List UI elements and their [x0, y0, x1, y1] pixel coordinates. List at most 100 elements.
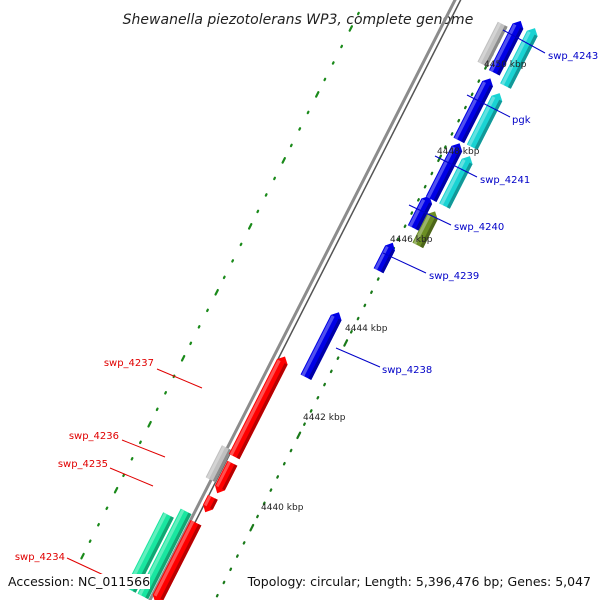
scale-tick: [249, 523, 255, 532]
scale-label: 4442 kbp: [303, 413, 346, 423]
gene-arrow: [205, 445, 232, 483]
gene-highlight: [215, 461, 231, 488]
gene-callout: swp_4239: [382, 252, 479, 282]
gene-shade: [380, 249, 395, 274]
gene-arrow: [439, 156, 473, 209]
backbone-inner: [154, 0, 462, 600]
callout-line: [109, 467, 154, 487]
scale-tick: [450, 132, 454, 136]
gene-shade: [236, 363, 288, 460]
gene-arrow: [203, 494, 218, 513]
callout-line: [434, 155, 478, 178]
scale-tick: [229, 567, 233, 572]
gene-arrow: [125, 512, 174, 593]
gc-dot: [222, 275, 226, 280]
gc-dot: [298, 127, 302, 131]
scale-tick: [269, 488, 273, 492]
gene-shade: [420, 217, 438, 249]
gene-shade: [446, 162, 473, 209]
accession-label: Accession: NC_011566: [8, 574, 151, 589]
scale-tick: [309, 409, 313, 413]
gene-callout: swp_4236: [69, 431, 166, 458]
gene-arrow: [152, 520, 202, 600]
callout-line: [466, 94, 511, 118]
gc-dot: [105, 506, 109, 511]
gene-highlight: [153, 520, 195, 597]
callout-line: [335, 347, 381, 368]
gc-dot: [164, 391, 168, 395]
gene-shade: [433, 149, 463, 202]
gene-shade: [308, 318, 342, 380]
gene-highlight: [489, 23, 517, 72]
backbone-outer: [148, 0, 457, 600]
gc-dot: [306, 110, 310, 115]
map-title: Shewanella piezotolerans WP3, complete g…: [123, 12, 474, 28]
gc-dot: [323, 77, 327, 82]
scale-tick: [296, 431, 302, 440]
gene-label: swp_4235: [58, 459, 108, 470]
gene-callout: swp_4243: [502, 29, 598, 62]
gene-callout: swp_4241: [434, 155, 530, 186]
topology-label: Topology: circular; Length: 5,396,476 bp…: [247, 574, 591, 589]
scale-tick: [336, 356, 340, 360]
gc-dot: [331, 61, 335, 65]
gc-dot: [197, 325, 201, 329]
gene-highlight: [440, 159, 466, 206]
gene-label: swp_4236: [69, 431, 119, 442]
callout-line: [408, 204, 452, 226]
gene-label: swp_4243: [548, 51, 598, 62]
scale-tick: [443, 145, 447, 149]
gene-shade: [145, 512, 192, 600]
gene-highlight: [501, 31, 531, 86]
gc-dot: [155, 407, 159, 412]
gc-dot: [122, 473, 126, 478]
gc-dot: [147, 420, 152, 428]
gc-dot: [281, 157, 286, 164]
gene-track: [125, 20, 538, 600]
gene-label: swp_4239: [429, 271, 479, 282]
scale-tick: [417, 198, 420, 202]
scale-tick: [457, 118, 461, 123]
gc-dot: [289, 143, 293, 148]
gc-dot: [356, 11, 360, 16]
gene-arrow: [215, 460, 238, 494]
gc-dot: [239, 242, 243, 247]
scale-tick: [276, 475, 280, 479]
gc-dot: [180, 354, 186, 362]
scale-tick: [363, 303, 367, 308]
callout-line: [382, 252, 427, 274]
gene-arrow: [373, 242, 395, 274]
gc-dot: [80, 552, 85, 560]
scale-tick: [410, 211, 414, 215]
gene-body: [205, 445, 232, 483]
gene-shade: [222, 464, 238, 491]
gene-arrow: [488, 20, 524, 76]
gc-dot: [256, 209, 260, 214]
scale-tick: [477, 79, 481, 83]
scale-label: 4448 kbp: [437, 147, 480, 157]
gene-arrow: [425, 143, 463, 202]
scale-tick: [303, 422, 306, 426]
scale-label: 4440 kbp: [261, 503, 304, 513]
gene-callout: swp_4235: [58, 459, 154, 487]
gc-dot: [113, 486, 119, 494]
gene-body: [152, 520, 202, 600]
gene-highlight: [426, 146, 456, 199]
scale-label: 4450 kbp: [484, 60, 527, 70]
gc-dot: [264, 193, 268, 197]
gc-dot: [88, 539, 92, 544]
scale-tick: [235, 554, 239, 558]
gene-highlight: [413, 214, 431, 245]
gc-dot: [97, 522, 100, 527]
gene-label: swp_4241: [480, 175, 530, 186]
scale-tick: [215, 593, 219, 598]
gene-shade: [496, 27, 524, 76]
gene-callout: pgk: [466, 94, 531, 126]
gene-callout: swp_4238: [335, 347, 432, 376]
scale-label: 4444 kbp: [345, 324, 388, 334]
gene-body: [477, 21, 508, 67]
scale-tick: [463, 105, 467, 110]
gene-shade: [160, 523, 202, 600]
gene-arrow: [228, 356, 288, 460]
